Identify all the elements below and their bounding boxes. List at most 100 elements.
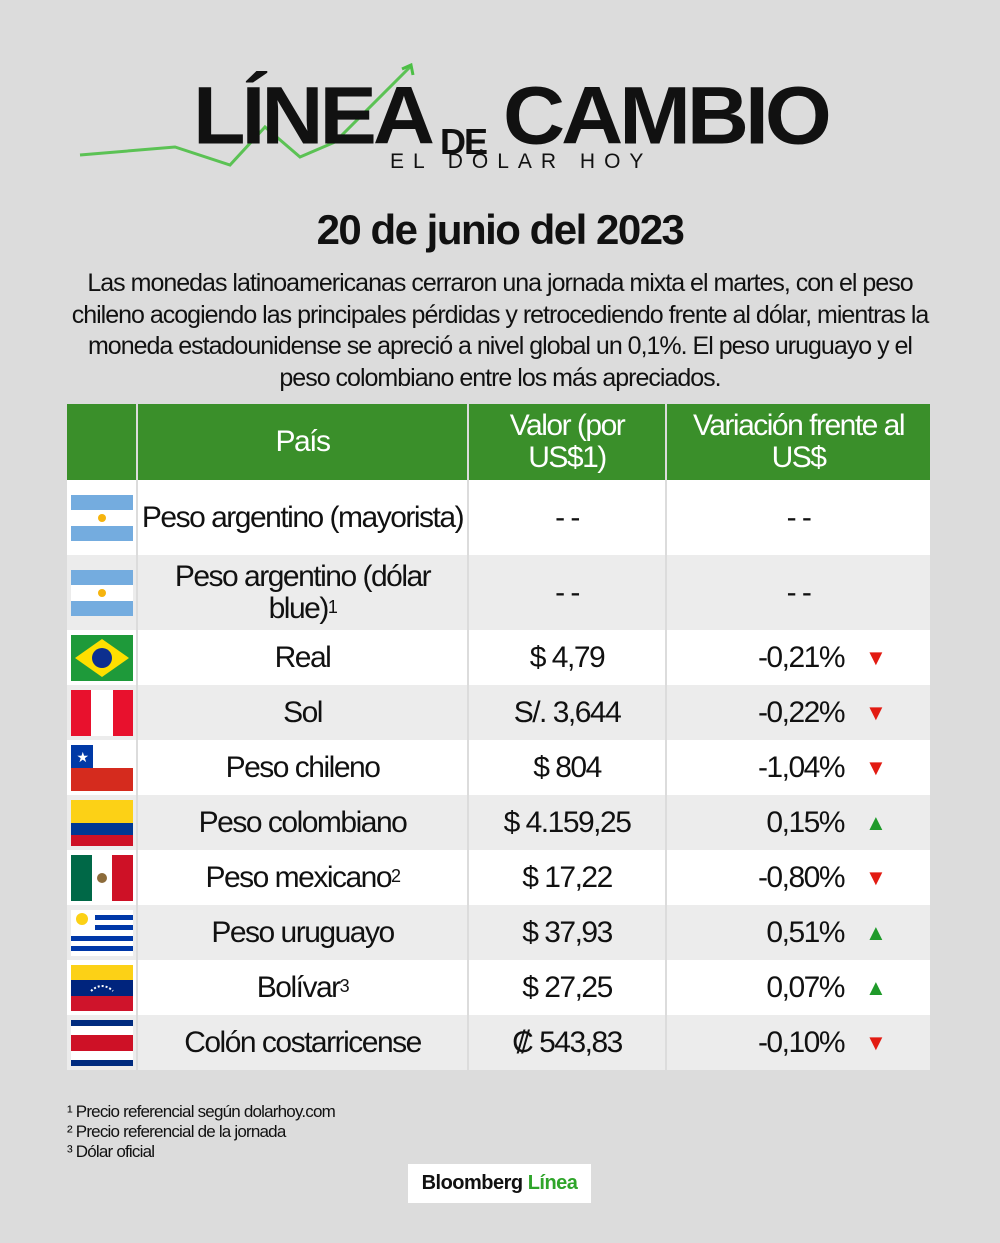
variation-value: 0,51% (766, 915, 845, 949)
flag-cell (67, 480, 138, 555)
logo-subtitle: EL DÓLAR HOY (390, 150, 653, 173)
value-cell: $ 27,25 (468, 960, 667, 1015)
flag-cell (67, 850, 138, 905)
up-arrow-icon: ▲ (865, 809, 887, 835)
variation-value: -0,21% (757, 640, 846, 674)
flag-cell (67, 1015, 138, 1070)
footnote-marker: 2 (391, 865, 401, 886)
footnote: ² Precio referencial de la jornada (67, 1122, 286, 1141)
variation-cell: 0,51% ▲ (666, 905, 932, 960)
down-arrow-icon: ▼ (865, 1029, 887, 1055)
brand-name: Bloomberg (421, 1172, 524, 1194)
variation-value: 0,15% (766, 805, 845, 839)
flag-cell (67, 795, 138, 850)
uruguay-flag-icon (71, 909, 133, 956)
colombia-flag-icon (71, 799, 133, 846)
footnotes: ¹ Precio referencial según dolarhoy.com … (67, 1102, 336, 1162)
variation-value: -0,22% (757, 695, 846, 729)
variation-cell: -0,10% ▼ (666, 1015, 932, 1070)
value-cell: ₡ 543,83 (468, 1015, 667, 1070)
trend-arrow-icon (79, 62, 415, 167)
argentina-flag-icon (71, 569, 133, 616)
footnote-marker: 1 (327, 596, 338, 617)
variation-cell: - - (666, 480, 932, 555)
country-cell: Peso chileno (137, 740, 469, 795)
footnote: ³ Dólar oficial (67, 1142, 155, 1161)
variation-header: Variación frente al US$ (666, 404, 932, 480)
variation-value: - - (786, 500, 812, 534)
country-cell: Real (137, 630, 469, 685)
country-name: Sol (283, 695, 323, 729)
value-cell: $ 804 (468, 740, 667, 795)
flag-cell (67, 685, 138, 740)
variation-value: -0,10% (757, 1025, 846, 1059)
variation-value: -1,04% (757, 750, 846, 784)
variation-cell: -1,04% ▼ (666, 740, 932, 795)
value-cell: - - (468, 555, 667, 630)
country-name: Real (274, 640, 332, 674)
flag-header (67, 404, 138, 480)
value-cell: $ 17,22 (468, 850, 667, 905)
country-name: Peso argentino (mayorista) (141, 500, 465, 534)
down-arrow-icon: ▼ (865, 864, 887, 890)
value-cell: $ 37,93 (468, 905, 667, 960)
up-arrow-icon: ▲ (865, 974, 887, 1000)
mexico-flag-icon (71, 854, 133, 901)
variation-cell: 0,15% ▲ (666, 795, 932, 850)
variation-cell: - - (666, 555, 932, 630)
variation-value: - - (786, 575, 812, 609)
table-row: Real $ 4,79 -0,21% ▼ (67, 630, 932, 685)
down-arrow-icon: ▼ (865, 754, 887, 780)
table-row: Sol S/. 3,644 -0,22% ▼ (67, 685, 932, 740)
country-name: Bolívar (256, 970, 341, 1004)
flag-cell (67, 630, 138, 685)
table-row: Peso argentino (dólar blue)1 - - - - (67, 555, 932, 630)
country-cell: Peso uruguayo (137, 905, 469, 960)
variation-cell: -0,21% ▼ (666, 630, 932, 685)
brand-accent: Línea (527, 1172, 578, 1194)
table-row: ★ Peso chileno $ 804 -1,04% ▼ (67, 740, 932, 795)
country-name: Peso colombiano (198, 805, 408, 839)
page-date: 20 de junio del 2023 (316, 206, 685, 253)
peru-flag-icon (71, 689, 133, 736)
value-cell: - - (468, 480, 667, 555)
currency-table: País Valor (por US$1) Variación frente a… (67, 404, 932, 1070)
down-arrow-icon: ▼ (865, 644, 887, 670)
country-name: Peso mexicano (205, 860, 392, 894)
flag-cell: ★ (67, 740, 138, 795)
country-cell: Peso colombiano (137, 795, 469, 850)
country-name: Peso chileno (225, 750, 381, 784)
country-name: Colón costarricense (184, 1025, 422, 1059)
value-cell: $ 4.159,25 (468, 795, 667, 850)
logo-cambio: CAMBIO (503, 70, 832, 162)
table-row: Peso colombiano $ 4.159,25 0,15% ▲ (67, 795, 932, 850)
variation-value: -0,80% (757, 860, 846, 894)
country-cell: Peso argentino (dólar blue)1 (137, 555, 469, 630)
up-arrow-icon: ▲ (865, 919, 887, 945)
bloomberg-linea-logo: Bloomberg Línea (408, 1164, 591, 1203)
table-row: Peso mexicano2 $ 17,22 -0,80% ▼ (67, 850, 932, 905)
flag-cell (67, 960, 138, 1015)
country-cell: Sol (137, 685, 469, 740)
variation-cell: -0,22% ▼ (666, 685, 932, 740)
logo-linea: LÍNEA (193, 70, 435, 162)
table-row: Peso uruguayo $ 37,93 0,51% ▲ (67, 905, 932, 960)
country-header: País (137, 404, 469, 480)
footnote-marker: 3 (339, 975, 350, 996)
svg-text:★: ★ (76, 749, 88, 765)
value-cell: S/. 3,644 (468, 685, 667, 740)
argentina-flag-icon (71, 494, 133, 541)
value-header: Valor (por US$1) (468, 404, 667, 480)
intro-text: Las monedas latinoamericanas cerraron un… (71, 269, 930, 392)
flag-cell (67, 905, 138, 960)
table-row: Colón costarricense ₡ 543,83 -0,10% ▼ (67, 1015, 932, 1070)
table-row: Bolívar3 $ 27,25 0,07% ▲ (67, 960, 932, 1015)
linea-de-cambio-logo: LÍNEA DE CAMBIO EL DÓLAR HOY (0, 55, 1000, 185)
venezuela-flag-icon (71, 964, 133, 1011)
variation-cell: -0,80% ▼ (666, 850, 932, 905)
flag-cell (67, 555, 138, 630)
variation-value: 0,07% (766, 970, 845, 1004)
country-cell: Peso mexicano2 (137, 850, 469, 905)
country-name: Peso argentino (dólar blue) (174, 559, 432, 625)
brazil-flag-icon (71, 634, 133, 681)
